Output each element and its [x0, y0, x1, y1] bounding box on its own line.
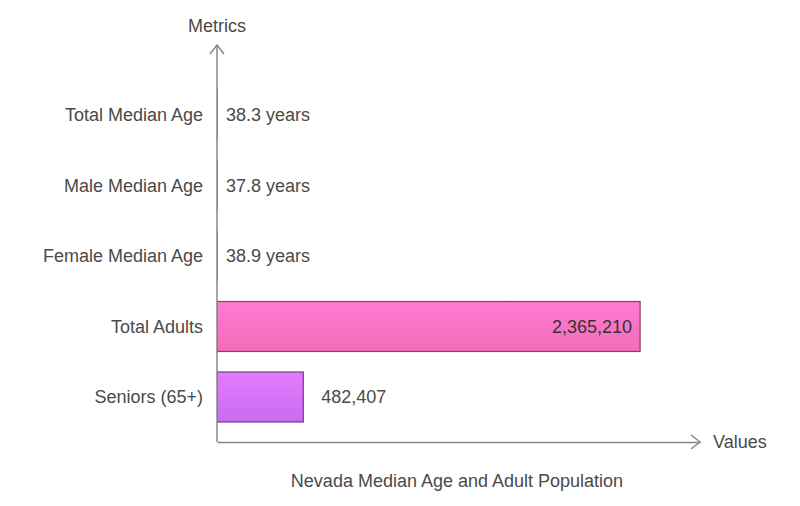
data-labels: 38.3 years 37.8 years 38.9 years 2,365,210 4…	[226, 105, 632, 407]
y-axis: Total Median Age Male Median Age Female Me…	[43, 105, 217, 407]
data-label: 37.8 years	[226, 176, 310, 196]
chart-title: Nevada Median Age and Adult Population	[291, 471, 623, 491]
y-tick-label: Total Median Age	[65, 105, 203, 125]
y-tick: Total Adults	[111, 317, 217, 337]
bar	[217, 372, 303, 422]
x-axis-line	[218, 442, 701, 444]
data-label: 38.9 years	[226, 246, 310, 266]
y-axis-arrow	[210, 45, 224, 54]
y-tick-label: Female Median Age	[43, 246, 203, 266]
y-tick: Total Median Age	[65, 105, 217, 125]
y-tick: Seniors (65+)	[94, 387, 217, 407]
y-tick-label: Male Median Age	[64, 176, 203, 196]
data-label: 482,407	[321, 387, 386, 407]
x-axis-title: Values	[713, 432, 767, 452]
y-tick: Male Median Age	[64, 176, 217, 196]
bar	[217, 302, 640, 352]
data-label: 2,365,210	[552, 317, 632, 337]
bars	[217, 90, 640, 422]
y-axis-line	[216, 45, 218, 442]
chart: Total Median Age Male Median Age Female Me…	[0, 0, 800, 506]
data-label: 38.3 years	[226, 105, 310, 125]
y-tick-label: Seniors (65+)	[94, 387, 203, 407]
y-tick-label: Total Adults	[111, 317, 203, 337]
y-tick: Female Median Age	[43, 246, 217, 266]
y-axis-title: Metrics	[188, 16, 246, 36]
x-axis-arrow	[691, 435, 700, 449]
x-axis	[218, 442, 701, 443]
